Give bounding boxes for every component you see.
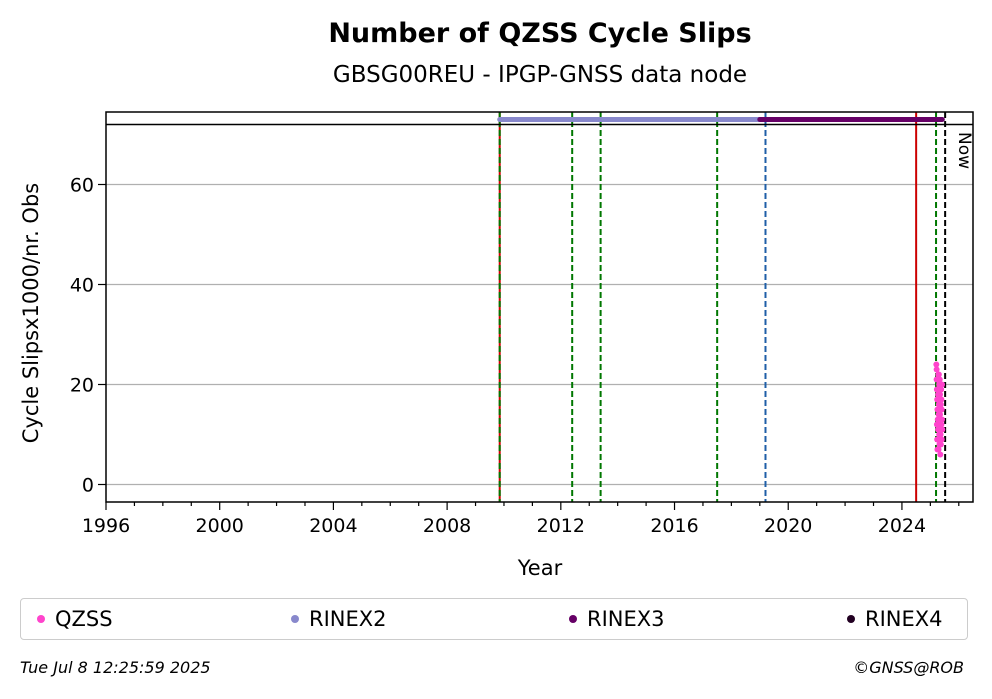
y-tick-label: 20	[70, 375, 94, 397]
chart: Number of QZSS Cycle Slips GBSG00REU - I…	[19, 18, 974, 580]
legend-label: RINEX4	[865, 607, 943, 631]
data-point-qzss	[935, 371, 942, 378]
x-axis: 1996 2000 2004 2008 2012 2016 2020 2024	[82, 502, 960, 537]
y-axis: 0 20 40 60	[70, 175, 106, 497]
data-point-qzss	[933, 421, 940, 428]
data-point-qzss	[935, 411, 942, 418]
data-point-qzss	[934, 416, 941, 423]
data-point-qzss	[933, 366, 940, 373]
vertical-event-lines	[498, 112, 947, 502]
data-point-qzss	[939, 381, 946, 388]
legend-item-rinex4: RINEX4	[847, 599, 943, 639]
data-point-qzss	[934, 436, 941, 443]
legend-marker	[37, 615, 45, 623]
legend-label: QZSS	[55, 607, 113, 631]
x-tick-label: 2012	[537, 515, 585, 537]
legend-marker	[569, 615, 577, 623]
plot-frame	[105, 111, 974, 503]
x-tick-label: 2004	[309, 515, 357, 537]
x-tick-label: 2016	[650, 515, 698, 537]
qzss-points	[933, 361, 946, 458]
data-point-qzss	[935, 426, 942, 433]
grid-lines	[106, 183, 973, 486]
data-point-qzss	[939, 426, 946, 433]
data-point-qzss	[938, 396, 945, 403]
data-point-qzss	[934, 396, 941, 403]
y-tick-label: 40	[70, 275, 94, 297]
y-tick-label: 0	[82, 475, 94, 497]
data-point-qzss	[936, 441, 943, 448]
x-tick-label: 2024	[878, 515, 926, 537]
footer-timestamp: Tue Jul 8 12:25:59 2025	[20, 658, 211, 677]
now-label: Now	[954, 132, 974, 169]
legend: QZSS RINEX2 RINEX3 RINEX4	[20, 598, 968, 640]
data-point-qzss	[938, 436, 945, 443]
x-tick-label: 2000	[196, 515, 244, 537]
legend-item-rinex3: RINEX3	[569, 599, 665, 639]
legend-item-rinex2: RINEX2	[291, 599, 387, 639]
data-point-qzss	[934, 406, 941, 413]
data-point-qzss	[937, 391, 944, 398]
data-point-qzss	[934, 446, 941, 453]
data-point-qzss	[937, 451, 944, 458]
data-point-qzss	[938, 421, 945, 428]
legend-marker	[847, 615, 855, 623]
y-tick-label: 60	[70, 175, 94, 197]
footer-credit: ©GNSS@ROB	[853, 658, 964, 677]
chart-title: Number of QZSS Cycle Slips	[328, 18, 751, 49]
legend-item-qzss: QZSS	[37, 599, 113, 639]
data-point-qzss	[937, 386, 944, 393]
data-point-qzss	[939, 416, 946, 423]
data-point-qzss	[935, 401, 942, 408]
x-tick-label: 1996	[82, 515, 130, 537]
legend-label: RINEX2	[309, 607, 387, 631]
legend-marker	[291, 615, 299, 623]
x-tick-label: 2008	[423, 515, 471, 537]
data-point-qzss	[938, 406, 945, 413]
x-tick-label: 2020	[764, 515, 812, 537]
data-point-qzss	[936, 376, 943, 383]
x-axis-label: Year	[517, 556, 563, 580]
legend-label: RINEX3	[587, 607, 665, 631]
chart-subtitle: GBSG00REU - IPGP-GNSS data node	[333, 62, 747, 88]
data-point-qzss	[936, 431, 943, 438]
data-point-qzss	[933, 361, 940, 368]
y-axis-label: Cycle Slipsx1000/nr. Obs	[19, 183, 43, 443]
